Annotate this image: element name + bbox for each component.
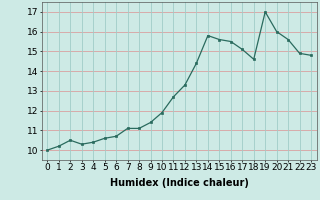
X-axis label: Humidex (Indice chaleur): Humidex (Indice chaleur) bbox=[110, 178, 249, 188]
